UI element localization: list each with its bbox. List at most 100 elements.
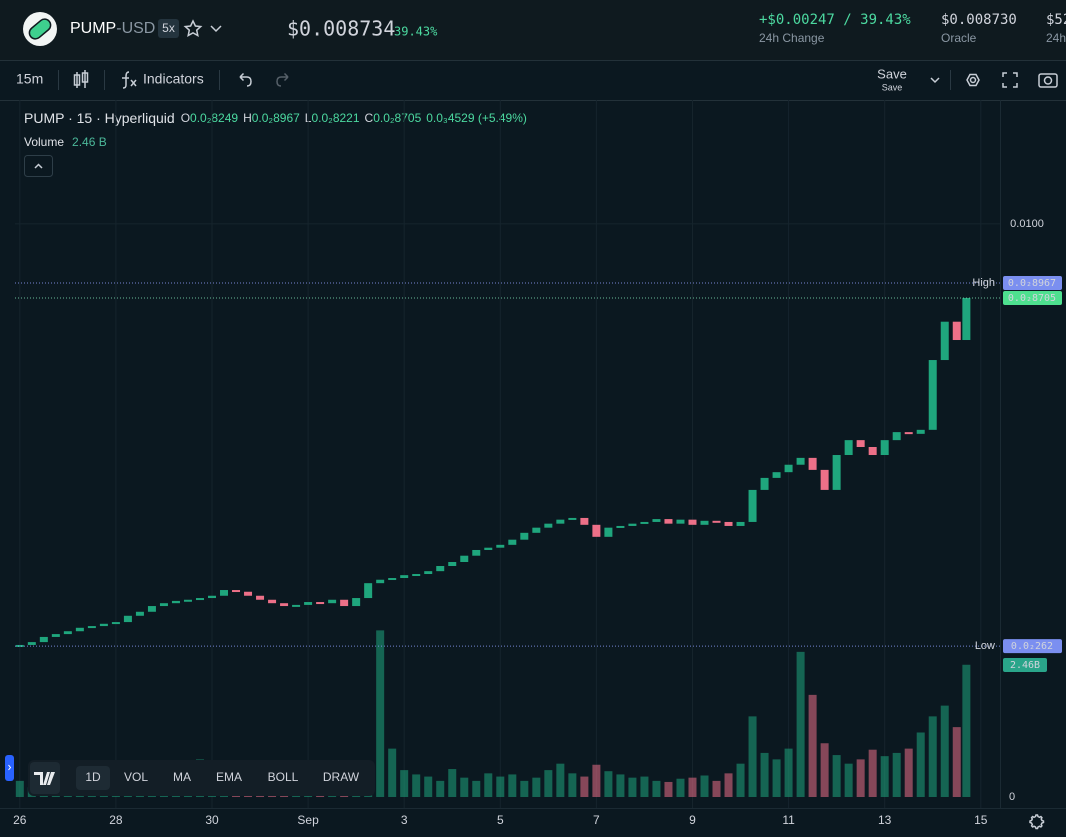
- candle: [244, 591, 253, 596]
- volume-bar: [760, 752, 769, 797]
- collapse-arrow: [34, 163, 43, 169]
- candle: [724, 521, 733, 526]
- bottom-item[interactable]: VOL: [124, 770, 148, 784]
- candle: [520, 532, 529, 540]
- candle: [352, 598, 361, 607]
- volume-bar: [688, 777, 697, 797]
- market-dropdown[interactable]: [210, 25, 222, 33]
- favorite-star[interactable]: [183, 19, 203, 37]
- leverage-badge[interactable]: [158, 19, 179, 38]
- tv-logo[interactable]: [30, 762, 60, 794]
- stat-label: Oracle: [941, 31, 977, 45]
- bottom-item[interactable]: 1D: [85, 770, 101, 784]
- candle: [508, 539, 517, 545]
- tv-logo-mark: [34, 772, 55, 785]
- x-tick-label: 15: [974, 813, 988, 827]
- volume-bar: [448, 769, 457, 797]
- candle: [256, 595, 265, 600]
- candle: [147, 606, 156, 612]
- price-line-name: Low: [975, 640, 995, 652]
- candle: [880, 440, 889, 456]
- volume-bar: [904, 748, 913, 797]
- x-tick-label: 5: [497, 813, 504, 827]
- screenshot-button[interactable]: [1038, 73, 1058, 88]
- stat-value: $52: [1046, 12, 1066, 28]
- candle: [304, 602, 313, 605]
- bottom-item[interactable]: DRAW: [323, 770, 360, 784]
- logo-pill: [28, 18, 52, 40]
- volume-bar: [484, 773, 493, 797]
- candle: [856, 440, 865, 447]
- volume-value: 2.46 B: [72, 135, 107, 149]
- candle: [676, 519, 685, 524]
- candle: [208, 595, 216, 599]
- candle: [640, 521, 649, 524]
- side-tab-arrow: [8, 764, 12, 771]
- save-dropdown[interactable]: [930, 77, 940, 84]
- indicators-button[interactable]: Indicators: [143, 71, 204, 87]
- chart-type-button[interactable]: [73, 70, 89, 88]
- bottom-bar: [28, 760, 375, 796]
- x-tick-label: 9: [689, 813, 696, 827]
- price-tag: [1003, 290, 1062, 305]
- volume-bar: [400, 770, 409, 797]
- candle: [87, 626, 96, 629]
- candle: [556, 519, 565, 524]
- volume-bar: [832, 755, 841, 797]
- candle: [400, 575, 409, 579]
- interval-button[interactable]: 15m: [16, 71, 43, 87]
- price-line-name: High: [972, 277, 995, 289]
- volume-bar: [962, 664, 971, 797]
- x-tick-label: 11: [782, 813, 795, 827]
- volume-bar: [424, 776, 433, 797]
- candle: [832, 455, 841, 490]
- bottom-item[interactable]: EMA: [216, 770, 242, 784]
- candle: [664, 519, 673, 524]
- leverage: 5x: [162, 21, 175, 35]
- candle: [748, 489, 757, 522]
- logo[interactable]: [23, 12, 57, 46]
- y2-tick-label: 0: [1009, 791, 1015, 803]
- candle: [844, 440, 853, 456]
- candle: [111, 622, 120, 625]
- volume-bar: [856, 759, 865, 797]
- collapse-legend[interactable]: [24, 155, 53, 177]
- ohlc-key: O: [181, 111, 190, 125]
- stat-value: +$0.00247 / 39.43%: [759, 12, 911, 28]
- save-sub: Save: [882, 82, 903, 92]
- volume-bar: [616, 774, 625, 797]
- axis-settings[interactable]: [1029, 814, 1045, 830]
- market-name[interactable]: PUMP-USD: [70, 20, 155, 37]
- save-button[interactable]: Save: [877, 66, 907, 81]
- undo-button[interactable]: [239, 72, 252, 87]
- volume-bar: [700, 775, 709, 797]
- bottom-item-active: [76, 766, 110, 790]
- candle: [712, 520, 721, 523]
- candle: [220, 590, 229, 596]
- settings-button[interactable]: [966, 73, 980, 87]
- candle: [568, 517, 577, 520]
- bottom-item[interactable]: MA: [173, 770, 191, 784]
- x-tick-label: 28: [109, 813, 123, 827]
- volume-bar: [592, 764, 601, 797]
- volume-bar: [520, 780, 529, 797]
- volume-bar: [880, 756, 889, 797]
- candle: [532, 527, 541, 533]
- candle: [760, 477, 769, 490]
- ohlc-value: 0.0₂8967: [252, 111, 300, 125]
- candle: [135, 611, 144, 616]
- volume-bar: [388, 748, 397, 797]
- volume-bar: [15, 780, 24, 797]
- redo-button[interactable]: [276, 72, 289, 87]
- candle: [376, 579, 385, 584]
- bottom-item[interactable]: BOLL: [268, 770, 299, 784]
- volume-bar: [736, 763, 745, 797]
- volume-bar: [376, 630, 385, 797]
- candle: [616, 525, 625, 528]
- y-tick-label: 0.0100: [1010, 218, 1044, 230]
- fullscreen-button[interactable]: [1002, 72, 1018, 88]
- volume-bar: [532, 777, 541, 797]
- volume-bar: [784, 748, 793, 797]
- volume-bar: [568, 773, 577, 797]
